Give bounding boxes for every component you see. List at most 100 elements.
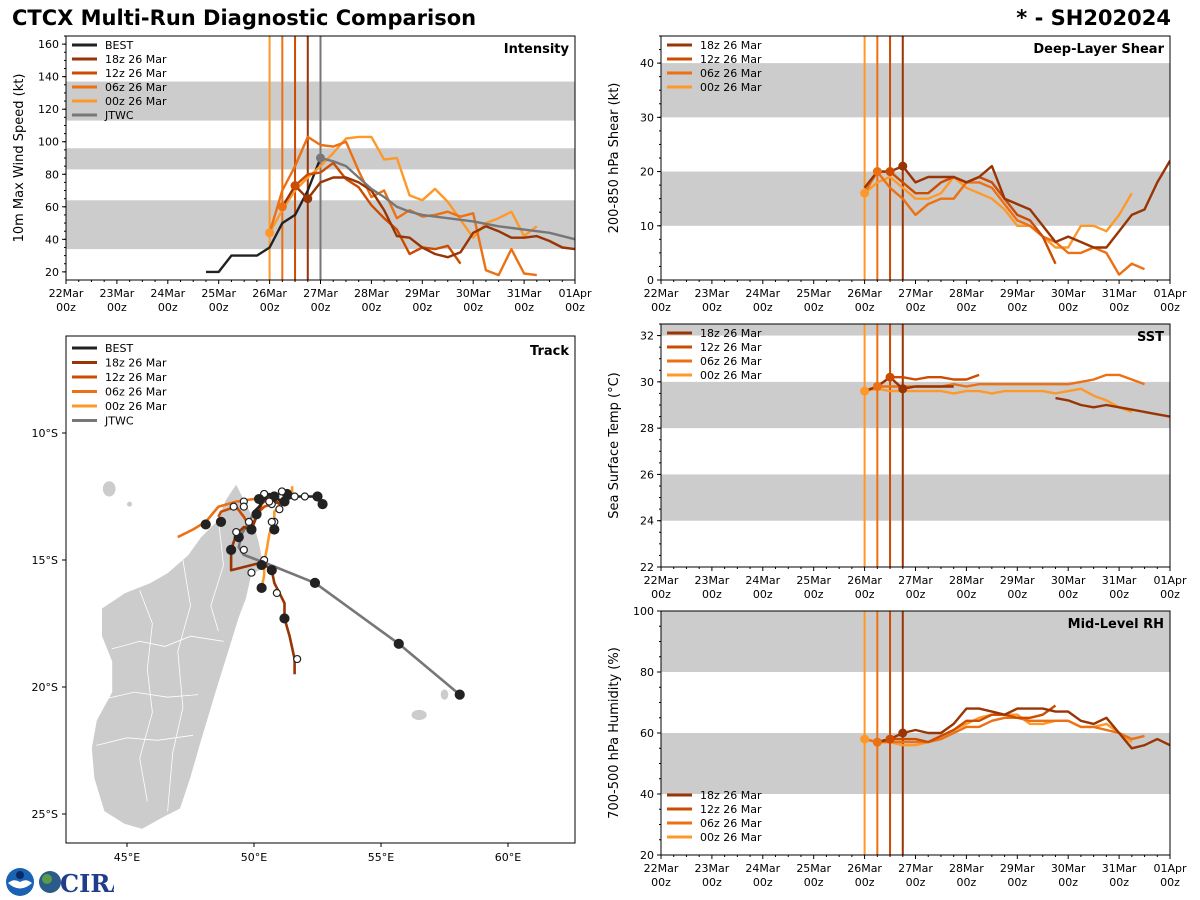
track-position-open (277, 487, 287, 496)
x-tick-label: 01Apr (1153, 574, 1187, 587)
x-tick-label: 00z (107, 301, 127, 314)
y-tick-label: 60 (45, 201, 59, 214)
panel-track: 45°E 50°E 55°E 60°E 10°S 15°S 20°S 25°S Track BES… (32, 335, 576, 864)
init-marker-06z-26-mar (277, 202, 287, 212)
x-tick-label: 00z (855, 876, 875, 889)
x-tick-label: 28Mar (949, 574, 984, 587)
x-tick-label: 30Mar (1051, 574, 1086, 587)
x-tick-label: 55°E (368, 851, 394, 864)
plot-area (66, 36, 575, 280)
x-tick-label: 26Mar (847, 862, 882, 875)
x-tick-label: 00z (260, 301, 280, 314)
x-tick-label: 00z (1058, 588, 1078, 601)
x-tick-label: 24Mar (745, 862, 780, 875)
y-tick-label: 20°S (32, 681, 58, 694)
x-tick-label: 00z (514, 301, 534, 314)
x-tick-label: 00z (906, 588, 926, 601)
legend-label-jtwc: JTWC (104, 109, 134, 122)
x-tick-label: 25Mar (796, 862, 831, 875)
series-line-18z-26-mar (877, 707, 1170, 750)
track-position-open (293, 654, 302, 664)
track-position-open (239, 545, 248, 554)
track-line-jtwc (237, 508, 461, 696)
y-axis-label: 10m Max Wind Speed (kt) (12, 74, 27, 243)
region-border (210, 519, 224, 632)
y-tick-label: 25°S (32, 808, 58, 821)
x-tick-label: 22Mar (644, 574, 679, 587)
region-border (96, 734, 194, 746)
y-axis-label: 700-500 hPa Humidity (%) (607, 647, 622, 819)
legend-label-18z-26-mar: 18z 26 Mar (700, 327, 762, 340)
panel-title: Mid-Level RH (1068, 617, 1164, 632)
x-tick-label: 00z (158, 301, 178, 314)
y-tick-label: 20 (45, 266, 59, 279)
track-position-open (272, 588, 281, 598)
map-area (90, 481, 465, 830)
x-tick-label: 26Mar (252, 287, 287, 300)
y-tick-label: 100 (633, 605, 654, 618)
x-tick-label: 00z (855, 301, 875, 314)
x-tick-label: 27Mar (898, 574, 933, 587)
x-tick-label: 00z (1058, 301, 1078, 314)
x-tick-label: 28Mar (949, 287, 984, 300)
x-tick-label: 28Mar (949, 862, 984, 875)
region-border (111, 635, 224, 650)
track-position-filled (246, 524, 257, 535)
track-position-filled (454, 689, 465, 700)
y-axis-label: Sea Surface Temp (°C) (607, 372, 622, 519)
legend-label-00z-26-mar: 00z 26 Mar (105, 400, 167, 413)
x-tick-label: 00z (565, 301, 585, 314)
track-position-filled (256, 582, 267, 594)
series-line-06z-26-mar (268, 135, 537, 277)
legend-label-12z-26-mar: 12z 26 Mar (700, 803, 762, 816)
y-tick-label: 40 (45, 233, 59, 246)
y-tick-label: 10°S (32, 427, 58, 440)
init-marker-12z-26-mar (885, 167, 895, 177)
plot-area (661, 36, 1170, 280)
series-line-06z-26-mar (863, 170, 1145, 276)
y-tick-label: 120 (38, 103, 59, 116)
x-tick-label: 30Mar (456, 287, 491, 300)
init-marker-06z-26-mar (872, 737, 882, 747)
track-position-filled (251, 509, 262, 520)
series-line-00z-26-mar (864, 387, 1133, 414)
x-tick-label: 00z (906, 301, 926, 314)
x-tick-label: 00z (804, 876, 824, 889)
x-tick-label: 23Mar (695, 574, 730, 587)
init-marker-00z-26-mar (265, 228, 275, 238)
plot-area (661, 611, 1170, 855)
region-border (167, 559, 191, 812)
panel-title: SST (1137, 330, 1164, 345)
y-tick-label: 40 (640, 788, 654, 801)
y-tick-label: 30 (640, 376, 654, 389)
x-tick-label: 00z (804, 301, 824, 314)
x-tick-label: 23Mar (695, 862, 730, 875)
storm-id: * - SH202024 (1016, 6, 1171, 30)
series-line-00z-26-mar (268, 135, 538, 239)
y-tick-label: 0 (647, 274, 654, 287)
x-tick-label: 60°E (495, 851, 521, 864)
init-marker-18z-26-mar (898, 728, 908, 738)
panel-title: Track (530, 344, 569, 359)
x-tick-label: 31Mar (1102, 862, 1137, 875)
x-tick-label: 00z (463, 301, 483, 314)
x-tick-label: 00z (957, 876, 977, 889)
legend-label-06z-26-mar: 06z 26 Mar (700, 67, 762, 80)
series-line-18z-26-mar (863, 160, 1170, 249)
plot-area (661, 324, 1170, 567)
x-tick-label: 24Mar (745, 574, 780, 587)
x-tick-label: 00z (855, 588, 875, 601)
y-tick-label: 80 (45, 168, 59, 181)
x-tick-label: 00z (702, 588, 722, 601)
cira-logo: CIRA (6, 868, 114, 898)
logo-text: CIRA (60, 869, 114, 898)
x-tick-label: 27Mar (898, 287, 933, 300)
x-tick-label: 00z (1007, 588, 1027, 601)
init-marker-00z-26-mar (860, 386, 870, 396)
track-position-open (275, 505, 284, 514)
x-tick-label: 00z (702, 876, 722, 889)
x-tick-label: 22Mar (644, 862, 679, 875)
island (102, 481, 116, 497)
x-tick-label: 27Mar (303, 287, 338, 300)
